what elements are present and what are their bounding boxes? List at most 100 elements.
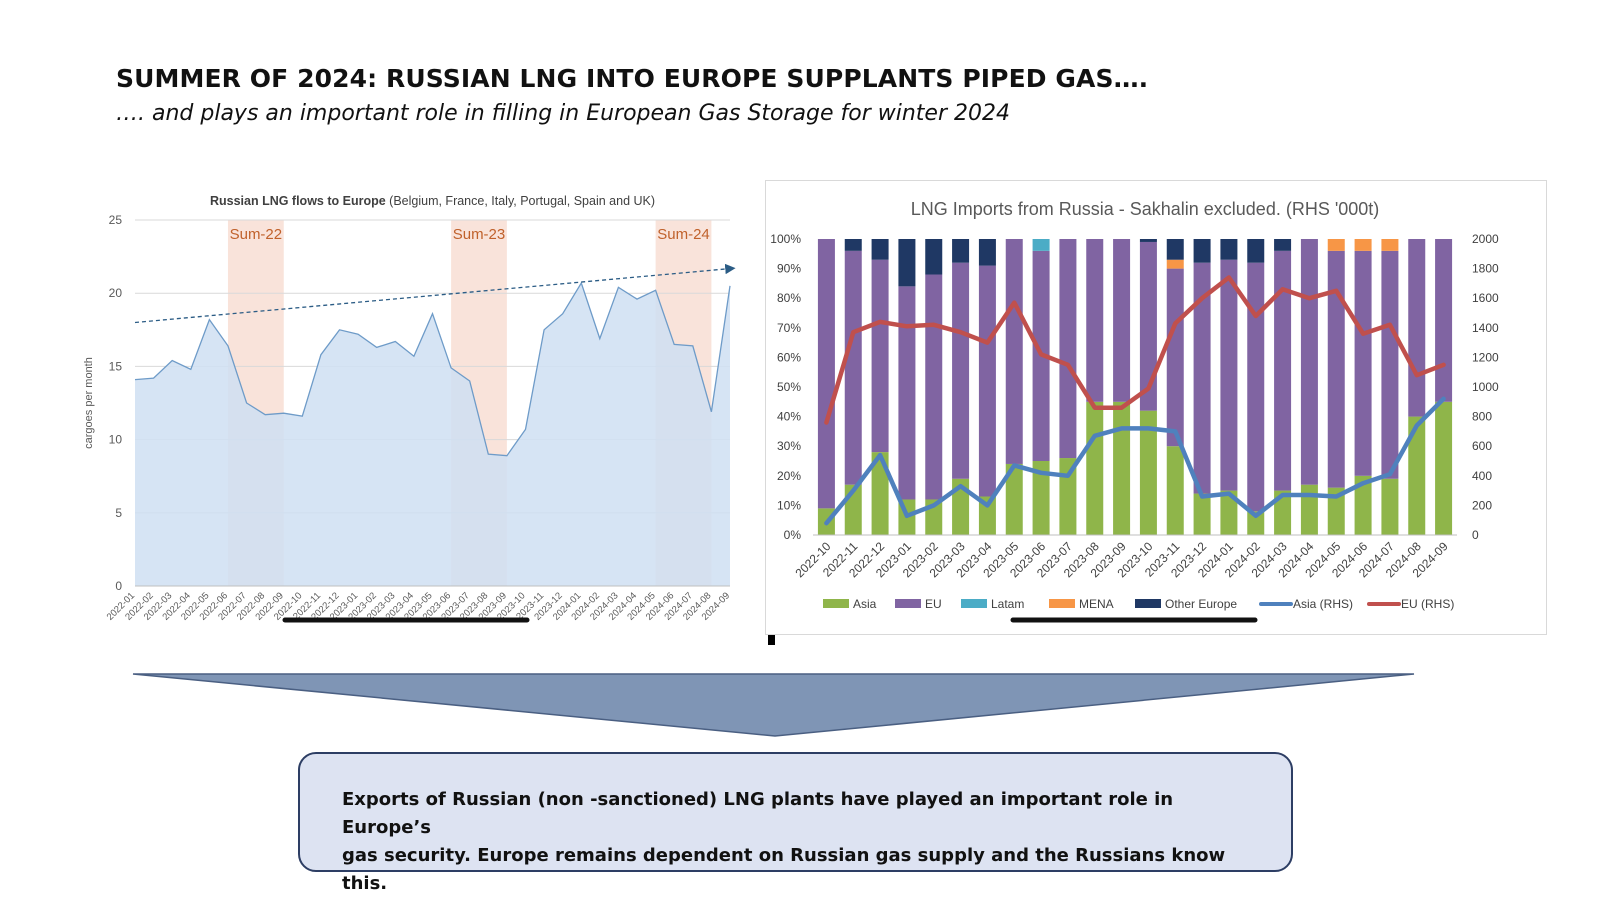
y-tick-label: 5	[115, 506, 122, 520]
y-tick-label-right: 1000	[1472, 380, 1499, 394]
bar-eu	[1247, 262, 1265, 512]
callout-text: Exports of Russian (non -sanctioned) LNG…	[342, 786, 1251, 898]
bar-eu	[1005, 239, 1023, 464]
y-tick-label-right: 400	[1472, 469, 1492, 483]
bar-eu	[871, 259, 889, 453]
bar-eu	[1113, 239, 1131, 402]
bar-other-europe	[898, 239, 916, 287]
legend-label-other-europe: Other Europe	[1165, 597, 1237, 611]
y-tick-label-left: 0%	[784, 528, 802, 542]
flows-area	[135, 283, 730, 586]
callout-box: Exports of Russian (non -sanctioned) LNG…	[298, 752, 1293, 894]
bar-eu	[1139, 241, 1157, 411]
y-tick-label-right: 200	[1472, 498, 1492, 512]
line-eu-rhs-	[824, 275, 1446, 425]
callout-line-1: Exports of Russian (non -sanctioned) LNG…	[342, 789, 1174, 838]
y-tick-label-left: 90%	[777, 262, 801, 276]
bar-asia	[1193, 493, 1211, 535]
chart-title: Russian LNG flows to Europe (Belgium, Fr…	[210, 194, 655, 208]
y-tick-label-left: 40%	[777, 410, 801, 424]
bar-mena	[1381, 239, 1399, 251]
y-tick-label-left: 20%	[777, 469, 801, 483]
bar-mena	[1354, 239, 1372, 251]
bar-asia	[1247, 511, 1265, 535]
y-tick-label: 10	[109, 433, 123, 447]
bar-other-europe	[1166, 239, 1184, 260]
y-tick-label-right: 2000	[1472, 232, 1499, 246]
bar-asia	[1435, 401, 1453, 535]
bar-other-europe	[978, 239, 996, 266]
summer-label-sum-22: Sum-22	[230, 226, 283, 243]
legend-label-eu-rhs-: EU (RHS)	[1401, 597, 1454, 611]
y-tick-label-right: 1200	[1472, 350, 1499, 364]
y-tick-label-right: 0	[1472, 528, 1479, 542]
y-tick-label-left: 50%	[777, 380, 801, 394]
bar-other-europe	[844, 239, 862, 251]
y-tick-label-right: 1400	[1472, 321, 1499, 335]
y-tick-label-left: 60%	[777, 350, 801, 364]
legend-swatch-latam	[961, 599, 987, 608]
chart-title-main: Russian LNG flows to Europe	[210, 194, 386, 208]
bar-asia	[952, 478, 970, 535]
trend-line	[134, 263, 736, 324]
funnel-shape	[132, 673, 1415, 737]
bar-asia	[1032, 461, 1050, 535]
y-tick-label-left: 10%	[777, 498, 801, 512]
bar-asia	[1113, 401, 1131, 535]
bar-latam	[1032, 239, 1050, 251]
bar-asia	[978, 496, 996, 535]
bar-mena	[1166, 259, 1184, 269]
bar-eu	[1274, 250, 1292, 491]
bar-other-europe	[952, 239, 970, 263]
y-tick-label: 0	[115, 579, 122, 593]
lng-imports-from-russia-chart: LNG Imports from Russia - Sakhalin exclu…	[765, 180, 1547, 635]
bar-asia	[1086, 401, 1104, 535]
callout-line-2: gas security. Europe remains dependent o…	[342, 845, 1226, 894]
summer-label-sum-23: Sum-23	[453, 226, 506, 243]
bar-asia	[1274, 490, 1292, 535]
bar-eu	[1220, 259, 1238, 491]
y-tick-label-right: 1600	[1472, 291, 1499, 305]
bar-asia	[1408, 416, 1426, 535]
bar-asia	[1005, 463, 1023, 535]
bar-eu	[1193, 262, 1211, 494]
legend-label-latam: Latam	[991, 597, 1024, 611]
flows-line	[134, 281, 731, 457]
bar-eu	[1166, 268, 1184, 447]
bar-asia	[1166, 446, 1184, 535]
bar-other-europe	[1139, 239, 1157, 242]
line-asia-rhs-	[824, 396, 1446, 526]
chart-title-suffix: (Belgium, France, Italy, Portugal, Spain…	[386, 194, 655, 208]
bar-eu	[844, 250, 862, 485]
bar-other-europe	[1220, 239, 1238, 260]
y-axis-label: cargoes per month	[83, 357, 95, 449]
legend-swatch-eu	[895, 599, 921, 608]
bar-asia	[1220, 490, 1238, 535]
y-tick-label-left: 80%	[777, 291, 801, 305]
funnel-arrow	[132, 673, 1415, 737]
legend-label-asia: Asia	[853, 597, 877, 611]
slide-title: SUMMER OF 2024: RUSSIAN LNG INTO EUROPE …	[116, 64, 1149, 93]
y-tick-label: 15	[109, 359, 123, 373]
bar-mena	[1327, 239, 1345, 251]
bar-eu	[1300, 239, 1318, 485]
russian-lng-flows-chart: Russian LNG flows to Europe (Belgium, Fr…	[83, 194, 736, 623]
legend-label-mena: MENA	[1079, 597, 1114, 611]
bar-asia	[1381, 478, 1399, 535]
bar-asia	[871, 452, 889, 535]
bar-other-europe	[871, 239, 889, 260]
slide-subtitle: …. and plays an important role in fillin…	[116, 101, 1010, 126]
bar-eu	[817, 239, 835, 509]
summer-label-sum-24: Sum-24	[657, 226, 710, 243]
bar-eu	[1435, 239, 1453, 402]
bar-eu	[978, 265, 996, 497]
bar-eu	[1059, 239, 1077, 459]
legend-swatch-mena	[1049, 599, 1075, 608]
bar-asia	[1300, 484, 1318, 535]
bar-other-europe	[1193, 239, 1211, 263]
bar-eu	[925, 274, 943, 500]
y-tick-label-right: 800	[1472, 410, 1492, 424]
chart-title: LNG Imports from Russia - Sakhalin exclu…	[911, 199, 1380, 219]
bar-eu	[1086, 239, 1104, 402]
bar-eu	[1327, 250, 1345, 488]
